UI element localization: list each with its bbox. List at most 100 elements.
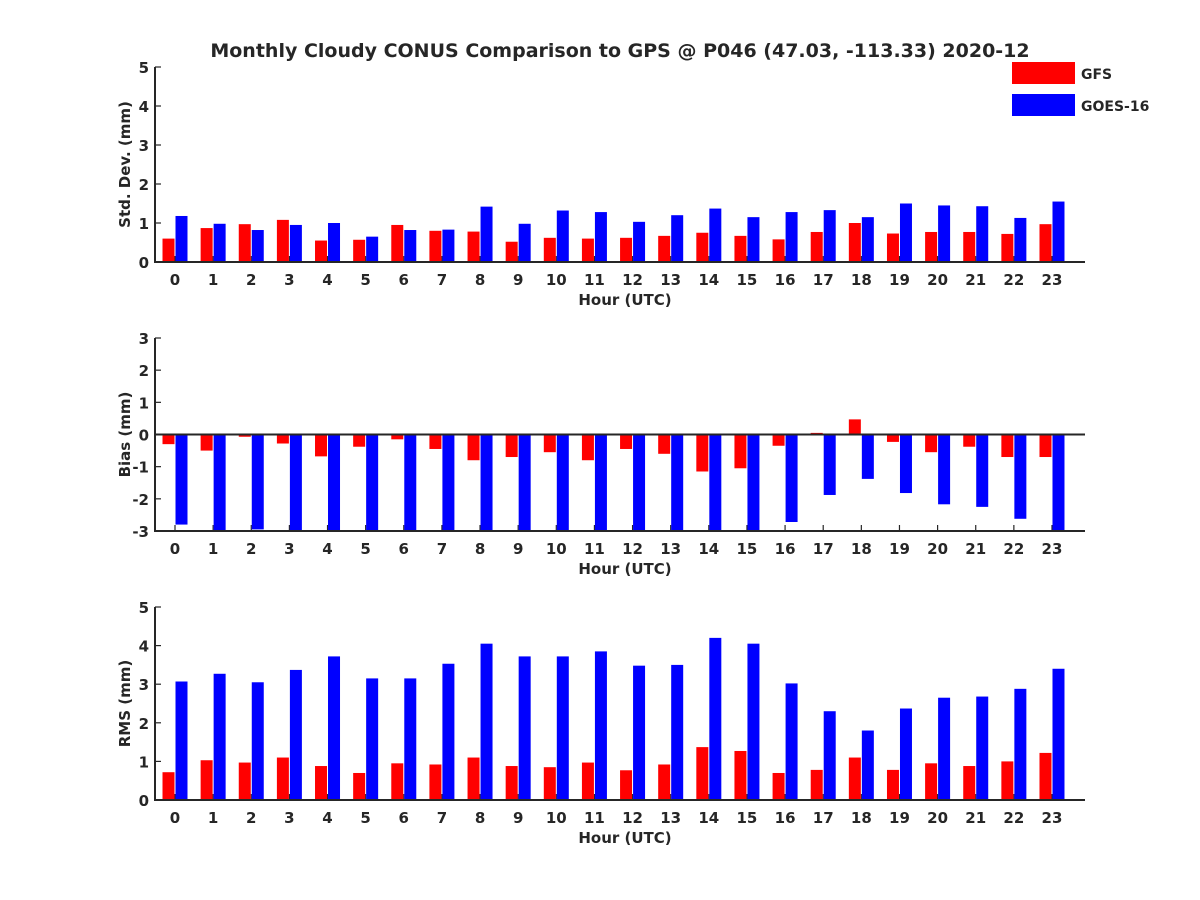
bar-gfs-hour-7 — [429, 230, 442, 262]
bar-gfs-hour-10 — [543, 434, 556, 453]
bar-goes16-hour-15 — [747, 643, 760, 800]
bar-goes16-hour-2 — [251, 230, 264, 262]
bar-goes16-hour-6 — [404, 678, 417, 800]
x-tick-label: 13 — [660, 540, 681, 558]
x-tick-label: 17 — [813, 809, 834, 827]
bar-goes16-hour-11 — [594, 212, 607, 262]
x-tick-label: 22 — [1003, 809, 1024, 827]
x-tick-label: 13 — [660, 271, 681, 289]
bar-goes16-hour-9 — [518, 656, 531, 800]
bar-gfs-hour-19 — [886, 769, 899, 800]
x-tick-label: 22 — [1003, 271, 1024, 289]
bar-gfs-hour-16 — [772, 434, 785, 446]
bar-goes16-hour-11 — [594, 434, 607, 531]
bar-gfs-hour-16 — [772, 772, 785, 800]
x-tick-label: 6 — [399, 540, 409, 558]
x-tick-label: 15 — [737, 809, 758, 827]
bar-gfs-hour-13 — [658, 235, 671, 262]
bar-gfs-hour-2 — [238, 762, 251, 800]
bar-gfs-hour-2 — [238, 224, 251, 262]
bar-goes16-hour-12 — [633, 221, 646, 262]
x-tick-label: 11 — [584, 540, 605, 558]
bar-gfs-hour-14 — [696, 747, 709, 800]
x-tick-label: 7 — [437, 809, 447, 827]
bar-goes16-hour-11 — [594, 651, 607, 800]
bar-goes16-hour-21 — [976, 206, 989, 262]
bar-gfs-hour-18 — [848, 419, 861, 435]
x-tick-label: 3 — [284, 271, 294, 289]
bar-goes16-hour-15 — [747, 217, 760, 262]
x-tick-label: 5 — [360, 271, 370, 289]
x-tick-label: 2 — [246, 271, 256, 289]
bar-gfs-hour-23 — [1039, 224, 1052, 262]
bar-gfs-hour-21 — [963, 766, 976, 800]
y-tick-label: 3 — [139, 676, 149, 694]
x-tick-label: 11 — [584, 809, 605, 827]
bar-goes16-hour-15 — [747, 434, 760, 531]
x-tick-label: 23 — [1042, 540, 1063, 558]
y-axis-title: RMS (mm) — [116, 660, 134, 747]
bar-goes16-hour-22 — [1014, 434, 1027, 519]
bar-goes16-hour-20 — [938, 205, 951, 262]
bar-gfs-hour-23 — [1039, 752, 1052, 800]
bar-goes16-hour-23 — [1052, 201, 1065, 262]
x-tick-label: 19 — [889, 809, 910, 827]
x-tick-label: 4 — [322, 540, 332, 558]
bar-goes16-hour-0 — [175, 215, 188, 262]
bar-goes16-hour-19 — [899, 203, 912, 262]
x-tick-label: 2 — [246, 540, 256, 558]
y-tick-label: 0 — [139, 792, 149, 810]
bar-gfs-hour-10 — [543, 767, 556, 800]
bar-goes16-hour-1 — [213, 673, 226, 800]
bar-gfs-hour-5 — [353, 434, 366, 447]
bar-goes16-hour-19 — [899, 708, 912, 800]
x-tick-label: 1 — [208, 540, 218, 558]
bar-goes16-hour-18 — [861, 434, 874, 479]
x-tick-label: 21 — [965, 540, 986, 558]
x-tick-label: 9 — [513, 540, 523, 558]
x-tick-label: 6 — [399, 809, 409, 827]
bar-goes16-hour-4 — [328, 656, 341, 800]
bar-gfs-hour-8 — [467, 231, 480, 262]
x-tick-label: 21 — [965, 809, 986, 827]
bar-goes16-hour-0 — [175, 434, 188, 525]
bar-gfs-hour-14 — [696, 434, 709, 472]
bar-gfs-hour-19 — [886, 434, 899, 442]
bar-goes16-hour-9 — [518, 434, 531, 531]
bar-gfs-hour-15 — [734, 750, 747, 800]
bar-gfs-hour-1 — [200, 760, 213, 800]
bar-gfs-hour-22 — [1001, 233, 1014, 262]
x-tick-label: 3 — [284, 540, 294, 558]
y-tick-label: 2 — [139, 176, 149, 194]
x-tick-label: 9 — [513, 809, 523, 827]
x-tick-label: 16 — [775, 540, 796, 558]
x-tick-label: 23 — [1042, 271, 1063, 289]
bar-goes16-hour-16 — [785, 434, 798, 522]
bar-goes16-hour-10 — [556, 210, 569, 262]
legend-label-gfs: GFS — [1081, 67, 1112, 83]
bar-goes16-hour-21 — [976, 434, 989, 507]
x-tick-label: 1 — [208, 809, 218, 827]
bar-goes16-hour-9 — [518, 223, 531, 262]
bar-gfs-hour-2 — [238, 434, 251, 437]
bar-gfs-hour-3 — [276, 219, 289, 262]
x-tick-label: 12 — [622, 540, 643, 558]
x-axis-title: Hour (UTC) — [578, 829, 671, 847]
bar-goes16-hour-12 — [633, 434, 646, 531]
bar-gfs-hour-1 — [200, 228, 213, 262]
bar-goes16-hour-6 — [404, 434, 417, 531]
bar-goes16-hour-14 — [709, 434, 722, 531]
bar-goes16-hour-23 — [1052, 434, 1065, 531]
bar-goes16-hour-16 — [785, 683, 798, 800]
x-tick-label: 5 — [360, 540, 370, 558]
x-tick-label: 18 — [851, 540, 872, 558]
bar-gfs-hour-10 — [543, 237, 556, 262]
x-tick-label: 14 — [698, 540, 719, 558]
x-tick-label: 10 — [546, 271, 567, 289]
bar-gfs-hour-12 — [620, 434, 633, 449]
bar-gfs-hour-6 — [391, 434, 404, 440]
bar-goes16-hour-13 — [671, 434, 684, 531]
legend-swatch-goes16 — [1012, 94, 1075, 116]
bar-gfs-hour-12 — [620, 237, 633, 262]
